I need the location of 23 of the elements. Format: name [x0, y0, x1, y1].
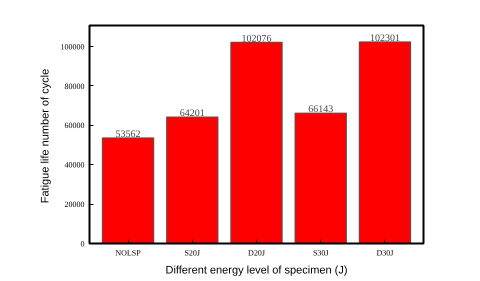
y-tick-label: 40000 [64, 160, 84, 170]
x-axis-title: Different energy level of specimen (J) [166, 264, 348, 276]
y-tick-label: 0 [80, 240, 84, 248]
bar [358, 41, 412, 244]
x-tick-label: D20J [248, 248, 265, 258]
x-tick-label: S20J [184, 248, 200, 258]
bar [102, 137, 154, 244]
bar [166, 116, 218, 244]
x-tick-label: NOLSP [115, 248, 142, 258]
bar [294, 112, 347, 244]
y-tick-label: 60000 [64, 121, 84, 130]
y-tick-label: 20000 [64, 200, 84, 210]
data-label: 53562 [116, 128, 141, 140]
y-axis-title: Fatigue life number of cycle [40, 68, 52, 204]
y-tick-label: 80000 [64, 82, 84, 91]
data-label: 102301 [370, 32, 400, 44]
x-tick-label: D30J [376, 248, 394, 258]
y-tick-label: 100000 [60, 42, 84, 52]
data-label: 102076 [242, 33, 272, 44]
data-label: 64201 [180, 108, 205, 119]
data-label: 66143 [308, 104, 334, 116]
x-tick-label: S30J [312, 248, 329, 258]
bar [230, 42, 283, 244]
